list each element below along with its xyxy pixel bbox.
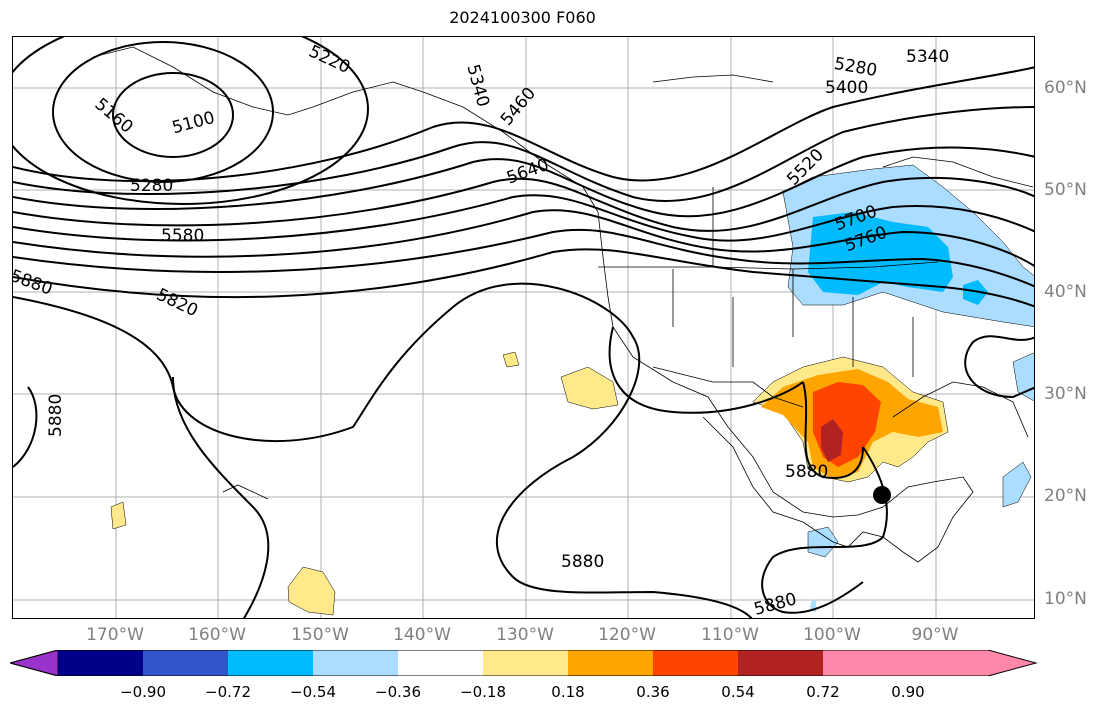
contour-label: 5400: [825, 78, 868, 98]
contour-label: 5340: [906, 47, 949, 67]
contour-label: 5100: [170, 108, 217, 139]
contour-label: 5880: [46, 394, 66, 437]
contour-label: 5880: [785, 462, 828, 482]
colorbar-segment: [823, 650, 908, 676]
contour-label: 5160: [91, 94, 137, 137]
colorbar-segment: [58, 650, 143, 676]
lat-label: 40°N: [1044, 282, 1087, 302]
colorbar-segment: [398, 650, 483, 676]
colorbar-tick-label: −0.72: [205, 683, 251, 701]
graticule: [13, 37, 1034, 618]
colorbar-segment: [143, 650, 228, 676]
lon-label: 160°W: [188, 625, 246, 645]
lon-label: 100°W: [803, 625, 861, 645]
colorbar-segment: [653, 650, 738, 676]
contour-label: 5820: [153, 285, 201, 321]
contour-label: 5880: [561, 552, 604, 572]
colorbar-segment: [568, 650, 653, 676]
lon-label: 150°W: [291, 625, 349, 645]
storm-center-marker: [873, 486, 891, 504]
height-contours: [13, 37, 1034, 618]
colorbar-tick-label: −0.90: [120, 683, 166, 701]
colorbar-segment: [228, 650, 313, 676]
colorbar-tick-label: 0.90: [891, 683, 925, 701]
lat-label: 50°N: [1044, 180, 1087, 200]
lat-label: 60°N: [1044, 78, 1087, 98]
contour-labels: 5220 5340 5160 5100 5280 5580 5880 5820 …: [13, 42, 949, 619]
colorbar-tick-label: −0.18: [460, 683, 506, 701]
lon-label: 120°W: [598, 625, 656, 645]
colorbar-tick-label: 0.54: [721, 683, 755, 701]
lon-label: 170°W: [86, 625, 144, 645]
lat-label: 10°N: [1044, 589, 1087, 609]
lon-label: 110°W: [701, 625, 759, 645]
contour-label: 5880: [13, 266, 55, 300]
colorbar-segment: [483, 650, 568, 676]
map-canvas: 5220 5340 5160 5100 5280 5580 5880 5820 …: [13, 37, 1034, 619]
contour-label: 5580: [161, 226, 204, 246]
colorbar-segment: [10, 650, 59, 676]
contour-label: 5880: [752, 589, 799, 619]
contour-label: 5340: [462, 62, 493, 109]
map-title: 2024100300 F060: [449, 8, 596, 27]
lat-label: 20°N: [1044, 486, 1087, 506]
colorbar-segment: [313, 650, 398, 676]
colorbar: [10, 650, 1038, 676]
lon-label: 130°W: [496, 625, 554, 645]
lon-label: 140°W: [393, 625, 451, 645]
colorbar-tick-label: 0.18: [551, 683, 585, 701]
colorbar-tick-label: 0.36: [636, 683, 670, 701]
contour-label: 5280: [833, 54, 879, 81]
map-panel: 5220 5340 5160 5100 5280 5580 5880 5820 …: [12, 36, 1035, 619]
contour-label: 5220: [306, 42, 354, 78]
lon-label: 90°W: [911, 625, 959, 645]
colorbar-tick-label: −0.36: [375, 683, 421, 701]
colorbar-segment: [908, 650, 1036, 676]
colorbar-segment: [738, 650, 823, 676]
lat-label: 30°N: [1044, 384, 1087, 404]
coastlines: [92, 46, 1034, 563]
contour-label: 5460: [497, 84, 540, 130]
contour-label: 5280: [130, 176, 173, 196]
colorbar-tick-label: −0.54: [290, 683, 336, 701]
colorbar-tick-label: 0.72: [806, 683, 840, 701]
